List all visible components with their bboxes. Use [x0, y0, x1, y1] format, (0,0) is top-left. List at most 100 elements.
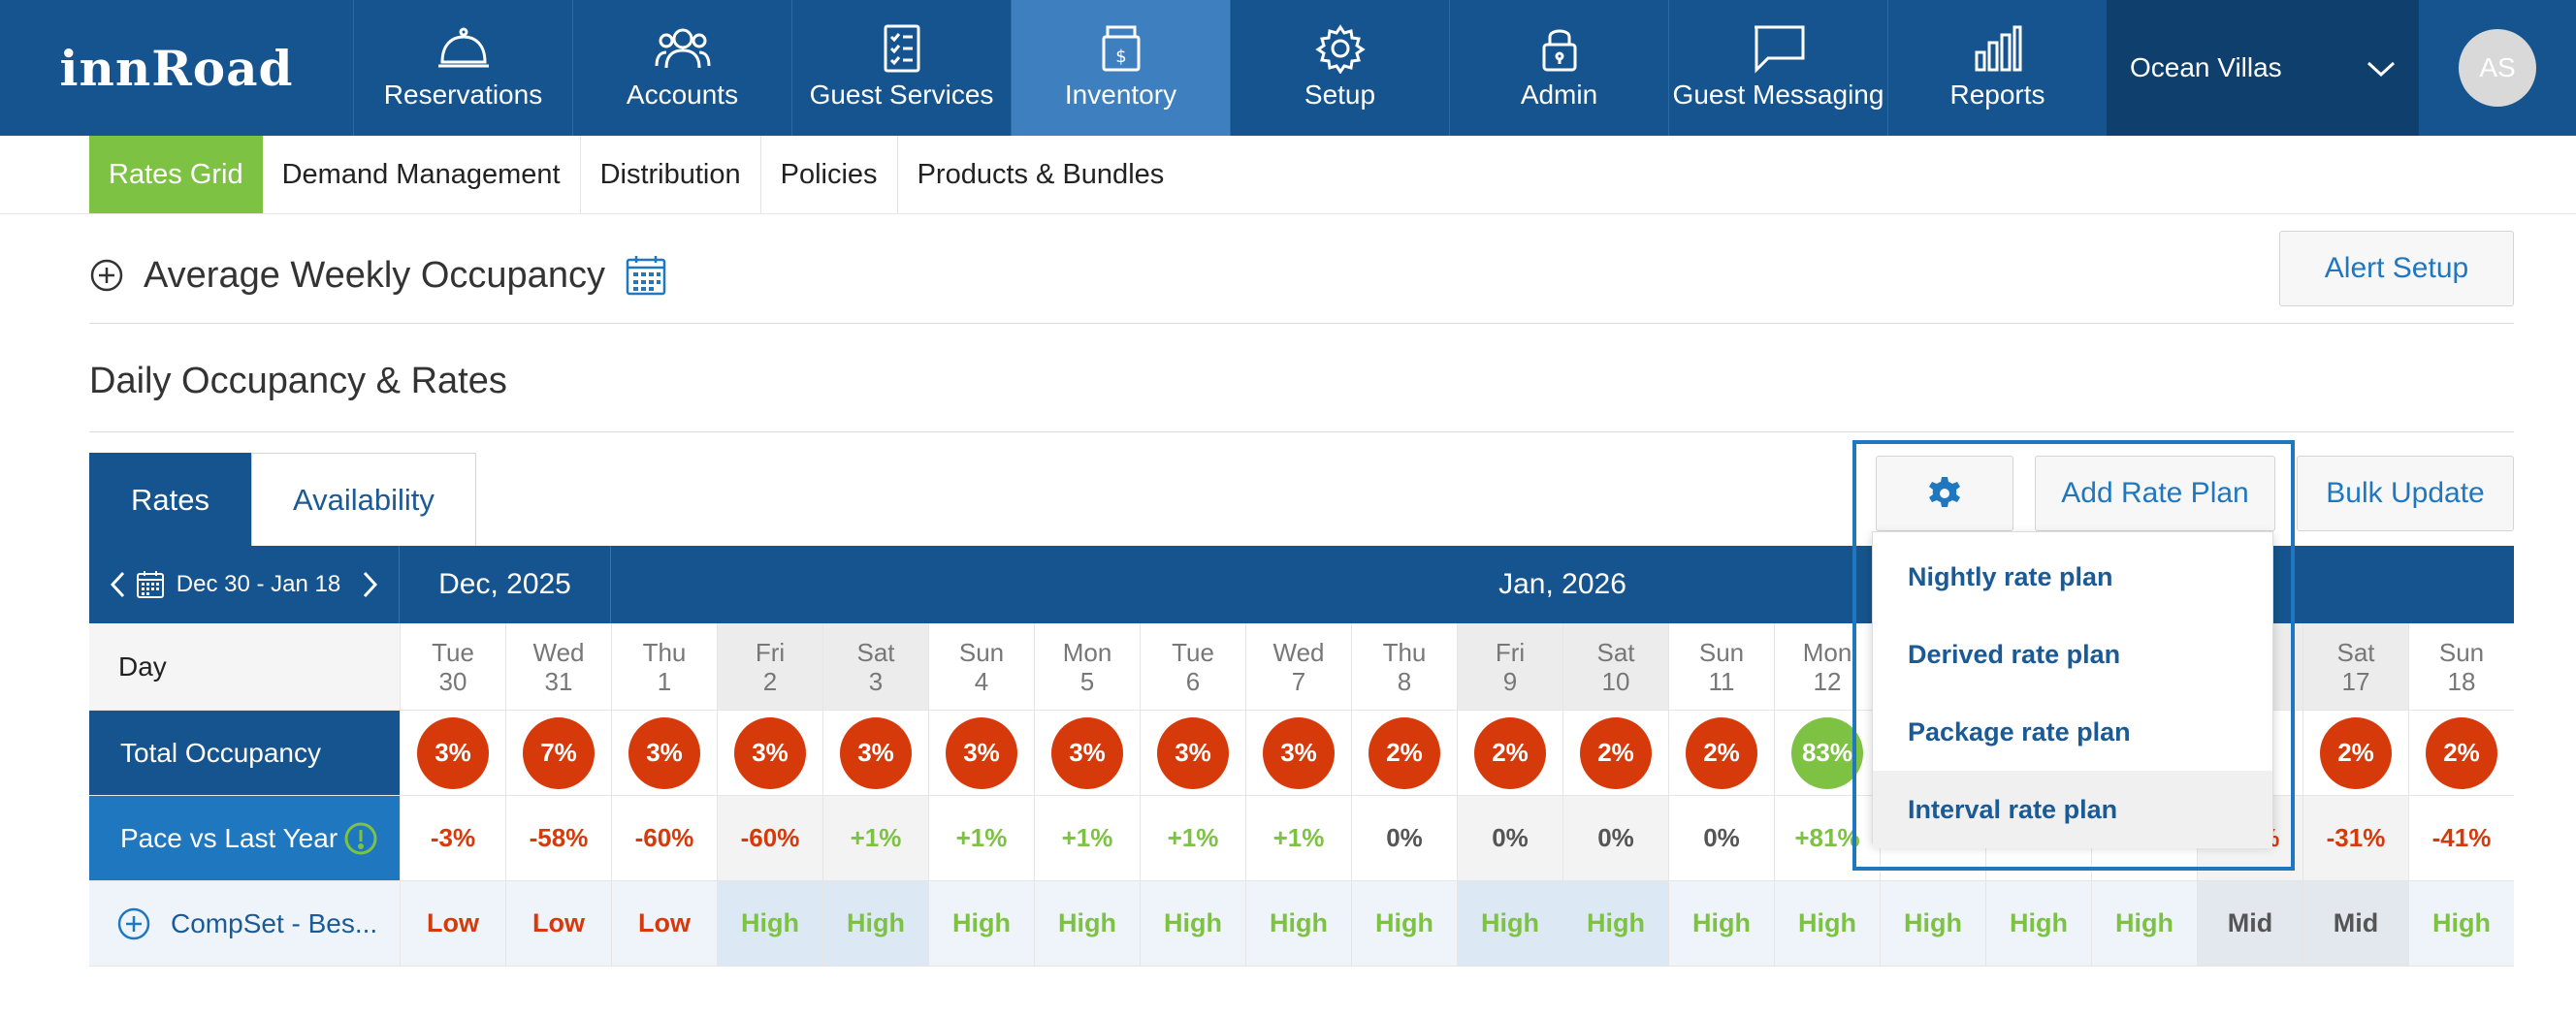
day-number: 12	[1813, 666, 1842, 696]
grid-tabs: Rates Availability	[89, 453, 476, 546]
divider	[89, 323, 2514, 324]
nav-label: Guest Services	[809, 79, 994, 110]
info-alert-icon[interactable]	[343, 821, 378, 856]
avatar[interactable]: AS	[2459, 29, 2536, 107]
nav-reservations[interactable]: Reservations	[353, 0, 572, 136]
occupancy-badge[interactable]: 7%	[523, 716, 595, 789]
pace-row-label: Pace vs Last Year	[89, 796, 400, 881]
occupancy-badge[interactable]: 2%	[2320, 716, 2392, 789]
occupancy-badge[interactable]: 3%	[1051, 716, 1123, 789]
chevron-right-icon[interactable]	[362, 570, 379, 599]
expand-plus-icon[interactable]	[116, 906, 151, 941]
calendar-icon[interactable]	[136, 570, 165, 599]
tab-availability[interactable]: Availability	[250, 453, 476, 546]
message-icon	[1750, 21, 1808, 76]
chevron-left-icon[interactable]	[109, 570, 126, 599]
day-header-cell: Sat 3	[822, 623, 928, 711]
alert-setup-button[interactable]: Alert Setup	[2279, 231, 2514, 306]
day-header-cell: Thu 1	[611, 623, 717, 711]
occupancy-cell: 2%	[2408, 711, 2514, 796]
gear-icon	[1929, 477, 1960, 507]
pace-cell: +1%	[822, 796, 928, 881]
subnav-rates-grid[interactable]: Rates Grid	[89, 136, 263, 213]
bulk-update-button[interactable]: Bulk Update	[2297, 456, 2514, 531]
occupancy-badge[interactable]: 83%	[1791, 716, 1863, 789]
day-of-week: Sat	[856, 637, 895, 667]
logo[interactable]: innRoad	[59, 39, 294, 97]
compset-row-label[interactable]: CompSet - Bes...	[89, 881, 400, 967]
menu-item-interval-rate-plan[interactable]: Interval rate plan	[1873, 771, 2272, 848]
nav-guest-services[interactable]: Guest Services	[791, 0, 1011, 136]
occupancy-badge[interactable]: 2%	[1474, 716, 1546, 789]
day-number: 11	[1708, 666, 1735, 696]
day-number: 31	[544, 666, 573, 696]
occupancy-badge[interactable]: 3%	[417, 716, 489, 789]
occupancy-badge[interactable]: 2%	[1686, 716, 1757, 789]
occupancy-cell: 2%	[1668, 711, 1774, 796]
top-nav: innRoad Reservations Accounts Guest Serv…	[0, 0, 2576, 136]
occupancy-badge[interactable]: 3%	[1263, 716, 1335, 789]
occupancy-badge[interactable]: 3%	[1157, 716, 1229, 789]
day-header-cell: Fri 9	[1457, 623, 1562, 711]
subnav-distribution[interactable]: Distribution	[581, 136, 761, 213]
subnav-products-bundles[interactable]: Products & Bundles	[917, 158, 1165, 190]
day-number: 9	[1502, 666, 1518, 696]
date-range-label[interactable]: Dec 30 - Jan 18	[176, 571, 341, 597]
nav-label: Reports	[1949, 79, 2045, 110]
month-label-jan: Jan, 2026	[1498, 568, 1626, 600]
subnav-policies[interactable]: Policies	[761, 136, 898, 213]
occupancy-cell: 2%	[1562, 711, 1668, 796]
occupancy-badge[interactable]: 3%	[946, 716, 1017, 789]
compset-cell: High	[1562, 881, 1668, 967]
compset-cell: High	[1140, 881, 1245, 967]
occupancy-badge[interactable]: 2%	[1580, 716, 1652, 789]
menu-item-package-rate-plan[interactable]: Package rate plan	[1908, 716, 2131, 746]
day-row-label: Day	[89, 623, 400, 711]
occupancy-badge[interactable]: 3%	[840, 716, 912, 789]
subnav-demand-management[interactable]: Demand Management	[263, 136, 581, 213]
compset-cell: High	[1034, 881, 1140, 967]
occupancy-cell: 3%	[400, 711, 505, 796]
occupancy-cell: 3%	[928, 711, 1034, 796]
occupancy-badge[interactable]: 2%	[1368, 716, 1440, 789]
compset-cell: High	[1668, 881, 1774, 967]
clipboard-icon	[873, 21, 931, 76]
day-number: 5	[1079, 666, 1095, 696]
occupancy-badge[interactable]: 3%	[734, 716, 806, 789]
nav-setup[interactable]: Setup	[1230, 0, 1449, 136]
nav-reports[interactable]: Reports	[1887, 0, 2107, 136]
menu-item-nightly-rate-plan[interactable]: Nightly rate plan	[1908, 561, 2113, 591]
expand-plus-icon[interactable]	[89, 258, 124, 293]
rate-plan-settings-button[interactable]	[1876, 456, 2013, 531]
day-of-week: Thu	[642, 637, 687, 667]
day-of-week: Sat	[2336, 637, 2375, 667]
nav-admin[interactable]: Admin	[1449, 0, 1668, 136]
day-header-cell: Tue 30	[400, 623, 505, 711]
day-number: 30	[438, 666, 467, 696]
svg-text:$: $	[1115, 47, 1126, 67]
calendar-icon[interactable]	[625, 254, 667, 297]
pace-cell: +1%	[1140, 796, 1245, 881]
day-number: 17	[2341, 666, 2370, 696]
occupancy-cell: 3%	[822, 711, 928, 796]
compset-cell: High	[1985, 881, 2091, 967]
property-selector[interactable]: Ocean Villas	[2107, 0, 2419, 136]
occupancy-cell: 2%	[1351, 711, 1457, 796]
nav-inventory[interactable]: $ Inventory	[1011, 0, 1230, 136]
day-number: 1	[657, 666, 672, 696]
day-number: 10	[1601, 666, 1630, 696]
inventory-icon: $	[1092, 21, 1150, 76]
day-header-cell: Mon 12	[1774, 623, 1880, 711]
add-rate-plan-button[interactable]: Add Rate Plan	[2035, 456, 2275, 531]
occupancy-cell: 2%	[1457, 711, 1562, 796]
nav-label: Inventory	[1064, 79, 1177, 110]
tab-rates[interactable]: Rates	[89, 453, 251, 546]
nav-guest-messaging[interactable]: Guest Messaging	[1668, 0, 1887, 136]
nav-accounts[interactable]: Accounts	[572, 0, 791, 136]
occupancy-badge[interactable]: 2%	[2426, 716, 2497, 789]
compset-cell: High	[822, 881, 928, 967]
compset-cell: Low	[505, 881, 611, 967]
menu-item-derived-rate-plan[interactable]: Derived rate plan	[1908, 639, 2121, 669]
occupancy-badge[interactable]: 3%	[628, 716, 700, 789]
